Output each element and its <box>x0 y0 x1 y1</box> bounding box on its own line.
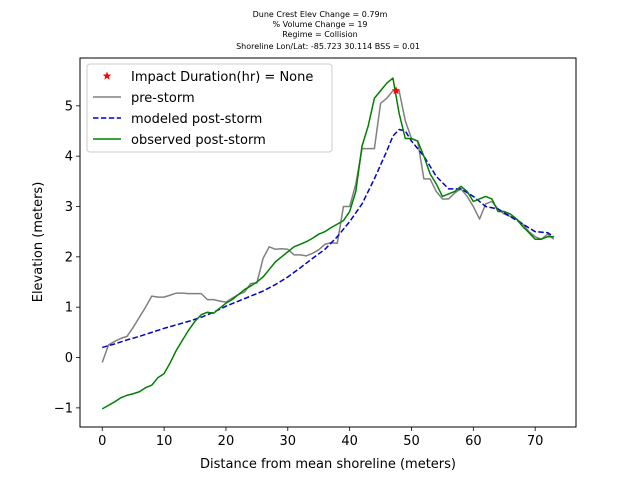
series-line-modeled-post-storm <box>102 128 555 349</box>
series-line-observed-post-storm <box>101 77 554 410</box>
title-line-3: Regime = Collision <box>282 30 357 39</box>
legend-item-pre-storm: pre-storm <box>93 91 195 106</box>
x-tick-label: 0 <box>98 434 106 449</box>
y-tick-label: 4 <box>65 150 73 165</box>
impact-marker-star <box>391 86 401 95</box>
legend-label-modeled: modeled post-storm <box>131 112 262 127</box>
y-tick-label: 0 <box>65 351 73 366</box>
y-tick-label: −1 <box>54 401 73 416</box>
y-tick-label: 3 <box>65 200 73 215</box>
legend-label-pre-storm: pre-storm <box>131 91 195 106</box>
axes-frame <box>79 57 577 428</box>
series-line-pre-storm <box>101 89 555 363</box>
title-line-2: % Volume Change = 19 <box>272 20 367 29</box>
x-tick-label: 30 <box>280 434 297 449</box>
legend: Impact Duration(hr) = None pre-storm mod… <box>86 63 333 153</box>
y-tick-label: 5 <box>65 99 73 114</box>
title-line-4: Shoreline Lon/Lat: -85.723 30.114 BSS = … <box>236 42 420 51</box>
legend-item-observed: observed post-storm <box>93 133 266 148</box>
legend-label-observed: observed post-storm <box>131 133 266 148</box>
series-layer <box>101 77 555 410</box>
x-axis: 0 10 20 30 40 50 60 70 <box>98 427 543 449</box>
x-tick-label: 40 <box>341 434 358 449</box>
x-tick-label: 70 <box>527 434 544 449</box>
y-axis-label: Elevation (meters) <box>31 182 46 303</box>
x-tick-label: 10 <box>156 434 173 449</box>
y-axis: −1 0 1 2 3 4 5 <box>54 99 80 416</box>
x-axis-label: Distance from mean shoreline (meters) <box>200 457 456 472</box>
legend-label-marker: Impact Duration(hr) = None <box>131 70 313 85</box>
legend-item-modeled: modeled post-storm <box>93 112 262 127</box>
x-tick-label: 50 <box>403 434 420 449</box>
title-line-1: Dune Crest Elev Change = 0.79m <box>253 10 388 19</box>
x-tick-label: 20 <box>218 434 235 449</box>
y-tick-label: 2 <box>65 250 73 265</box>
legend-item-marker: Impact Duration(hr) = None <box>102 70 313 85</box>
star-icon <box>102 71 112 80</box>
legend-frame <box>86 63 333 153</box>
chart-title: Dune Crest Elev Change = 0.79m % Volume … <box>236 10 420 51</box>
x-tick-label: 60 <box>465 434 482 449</box>
y-tick-label: 1 <box>65 301 73 316</box>
marker-layer <box>391 86 401 95</box>
